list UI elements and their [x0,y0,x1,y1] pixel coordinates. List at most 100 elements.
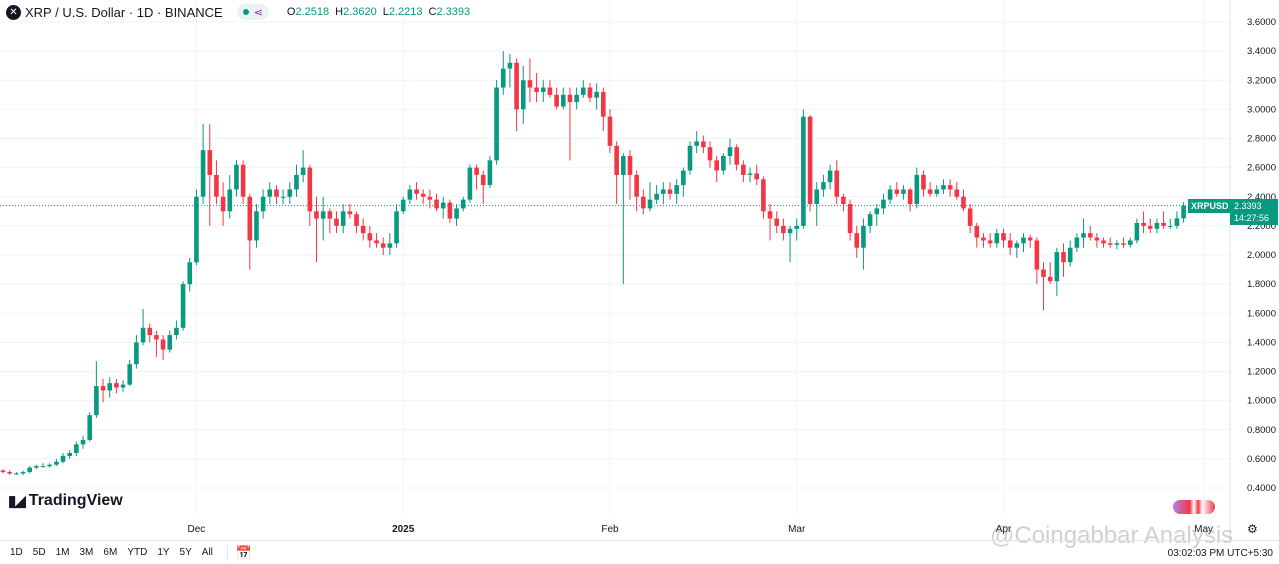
candle-body [360,225,366,234]
candle-body [907,189,913,205]
market-open-dot-icon [242,9,249,15]
candle-body [227,189,233,212]
tradingview-logo[interactable]: ▮◢ TradingView [8,492,123,510]
candle-body [1134,222,1140,241]
candle-body [100,386,106,391]
candle-body [714,160,719,171]
candle-body [540,87,546,92]
range-button-6m[interactable]: 6M [103,547,118,558]
candle-body [367,233,373,241]
candle-body [607,116,613,146]
tv-logo-icon: ▮◢ [8,493,26,510]
candle-body [1121,243,1126,245]
candle-body [560,94,566,107]
range-button-1m[interactable]: 1M [55,547,70,558]
symbol-title[interactable]: XRP / U.S. Dollar · 1D · BINANCE [25,4,223,20]
candle-body [494,87,499,161]
range-button-all[interactable]: All [201,547,213,558]
goto-date-calendar-icon[interactable]: 📅 [226,544,252,561]
candle-body [387,243,393,248]
candle-body [1007,240,1013,248]
candle-body [874,208,880,215]
candle-body [27,467,32,472]
candle-body [200,150,206,197]
range-button-3m[interactable]: 3M [79,547,94,558]
candle-body [254,211,259,241]
candle-body [621,155,626,175]
candle-body [440,202,446,209]
price-tick-label: 2.8000 [1247,134,1276,145]
candle-body [627,155,633,175]
candle-body [87,415,93,440]
price-tick-label: 1.4000 [1247,337,1276,348]
candle-body [500,68,506,88]
candle-body [801,116,806,226]
candle-body [694,141,699,146]
candle-body [821,182,826,190]
candle-body [267,189,273,197]
candle-body [287,189,293,197]
range-button-ytd[interactable]: YTD [127,547,148,558]
candle-body [934,189,940,194]
candle-body [1107,243,1113,245]
candle-body [214,174,219,197]
range-button-5y[interactable]: 5Y [179,547,192,558]
candle-body [354,214,359,226]
us-flag-badge-icon[interactable] [1173,500,1215,514]
price-tick-label: 1.8000 [1247,279,1276,290]
candle-body [794,225,800,229]
candle-body [127,364,133,385]
candle-body [20,471,26,474]
candle-body [394,211,399,244]
status-pill[interactable]: ⋖ [236,4,269,20]
candle-body [814,189,820,205]
candle-body [741,164,746,175]
last-price-tag: 2.3393 14:27:56 [1230,199,1278,225]
candlestick-chart[interactable]: 3.6000 3.4000 3.2000 3.0000 2.8000 2.6000 2.40… [0,0,1279,540]
candle-body [701,141,706,148]
candle-body [307,167,313,212]
watermark: @Coingabbar Analysis [990,522,1234,549]
candle-body [1167,225,1173,227]
candle-body [480,174,486,186]
candle-body [120,384,126,388]
candle-body [601,91,606,117]
candle-body [787,228,793,234]
symbol-price-tag: XRPUSD [1188,199,1232,213]
candle-body [434,199,439,209]
range-button-1y[interactable]: 1Y [157,547,170,558]
share-nodes-icon: ⋖ [253,6,263,19]
price-tick-label: 1.6000 [1247,308,1276,319]
candle-body [547,87,553,95]
candle-body [47,464,52,467]
candle-body [0,470,6,472]
range-button-1d[interactable]: 1D [10,547,23,558]
candle-body [1034,240,1040,270]
candle-body [1067,247,1073,263]
candle-body [901,189,906,194]
candle-body [467,167,473,200]
bottom-toolbar: 1D 5D 1M 3M 6M YTD 1Y 5Y All 📅 03:02:03 PM UTC+5… [0,540,1279,564]
candle-body [260,196,266,212]
candle-body [881,199,886,209]
price-tick-label: 3.0000 [1247,104,1276,115]
candle-body [854,233,860,248]
candle-body [1127,240,1133,245]
settings-icon[interactable]: ⚙ [1247,522,1258,536]
candle-body [327,211,333,219]
candle-body [67,453,72,456]
price-tick-label: 1.2000 [1247,367,1276,378]
time-tick-label: May [1194,524,1214,535]
price-tick-label: 1.0000 [1247,396,1276,407]
candle-body [314,211,319,219]
candle-body [1021,237,1026,244]
candle-body [1101,240,1106,244]
candle-body [207,150,213,175]
candle-body [867,214,873,226]
candle-body [187,262,193,285]
price-tick-label: 3.6000 [1247,17,1276,28]
clock[interactable]: 03:02:03 PM UTC+5:30 [1167,548,1273,559]
candle-body [987,240,993,244]
range-button-5d[interactable]: 5D [32,547,46,558]
candle-body [574,94,579,103]
